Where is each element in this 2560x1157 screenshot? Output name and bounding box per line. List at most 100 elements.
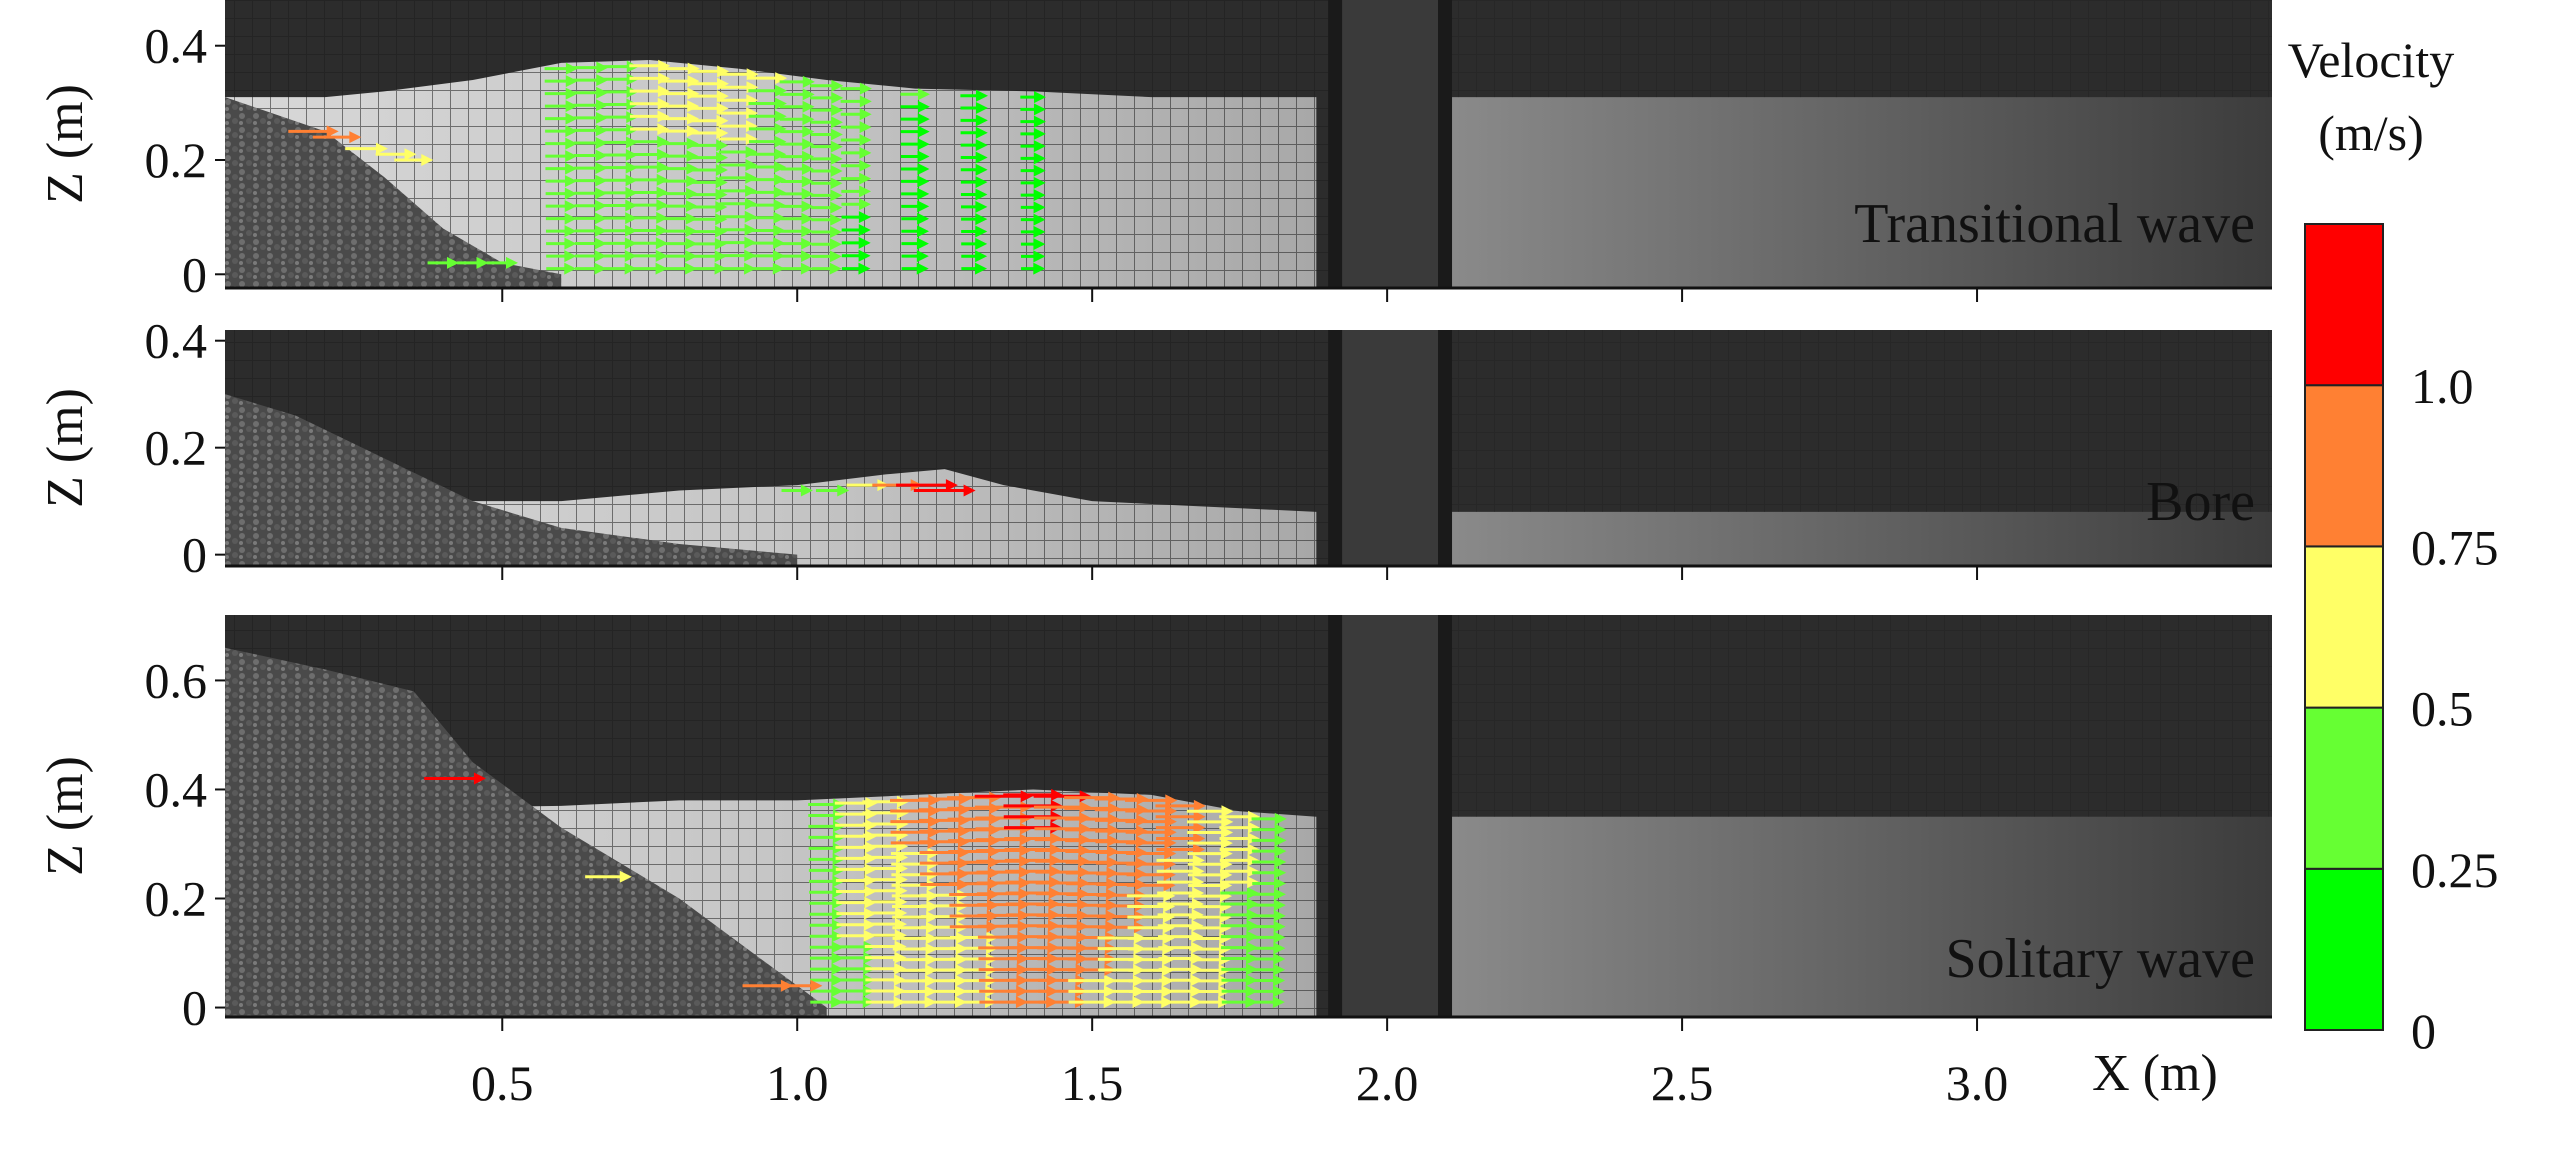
velocity-arrowhead <box>564 187 577 200</box>
velocity-arrowhead <box>421 154 434 166</box>
velocity-arrowhead <box>744 262 757 275</box>
velocity-arrowhead <box>895 884 908 897</box>
velocity-arrowhead <box>1221 805 1234 818</box>
velocity-arrowhead <box>975 126 988 139</box>
velocity-arrowhead <box>595 136 608 149</box>
velocity-arrowhead <box>859 159 872 172</box>
velocity-arrowhead <box>1273 909 1286 922</box>
velocity-arrowhead <box>1033 115 1046 128</box>
velocity-arrowhead <box>895 873 908 886</box>
velocity-arrowhead <box>594 250 607 263</box>
velocity-arrowhead <box>595 124 608 137</box>
velocity-arrowhead <box>715 176 728 189</box>
velocity-arrowhead <box>1193 832 1206 845</box>
velocity-arrowhead <box>802 125 815 138</box>
velocity-arrowhead <box>745 133 758 146</box>
velocity-arrowhead <box>830 140 843 153</box>
velocity-arrowhead <box>916 262 929 275</box>
y-axis: 0 0.2 0.4 Z (m) <box>37 18 225 302</box>
velocity-arrowhead <box>830 152 843 165</box>
velocity-arrowhead <box>1193 810 1206 823</box>
gravel-bed <box>225 647 827 1017</box>
velocity-arrowhead <box>975 89 988 102</box>
velocity-arrowhead <box>745 184 758 197</box>
y-tick-label: 0.4 <box>145 313 208 369</box>
velocity-arrowhead <box>1274 866 1287 879</box>
y-tick-label: 0 <box>182 980 207 1036</box>
velocity-arrowhead <box>1246 919 1259 932</box>
velocity-arrowhead <box>1272 996 1285 1009</box>
velocity-arrowhead <box>1274 823 1287 836</box>
velocity-arrowhead <box>831 104 844 117</box>
velocity-arrowhead <box>917 212 930 225</box>
velocity-arrowhead <box>917 175 930 188</box>
velocity-arrowhead <box>859 172 872 185</box>
panel-label: Transitional wave <box>1854 193 2255 255</box>
velocity-arrowhead <box>595 99 608 112</box>
velocity-arrowhead <box>1220 837 1233 850</box>
velocity-arrowhead <box>945 479 958 492</box>
velocity-arrowhead <box>830 213 843 226</box>
velocity-arrowhead <box>565 137 578 150</box>
velocity-arrowhead <box>801 163 814 176</box>
panel-2: Bore 0 0.2 0.4 Z (m) <box>37 313 2272 583</box>
velocity-arrowhead <box>1221 815 1234 828</box>
velocity-arrowhead <box>1033 152 1046 165</box>
velocity-colorbar: Velocity (m/s) 1.0 0.75 0.5 0.25 0 <box>2288 32 2499 1059</box>
y-axis: 0 0.2 0.4 Z (m) <box>37 313 225 583</box>
velocity-arrowhead <box>624 262 637 275</box>
velocity-arrowhead <box>1165 804 1178 817</box>
velocity-arrowhead <box>715 213 728 226</box>
velocity-arrowhead <box>715 164 728 176</box>
velocity-arrowhead <box>1034 91 1047 104</box>
x-tick-label: 2.0 <box>1356 1055 1419 1111</box>
velocity-arrowhead <box>1245 963 1258 976</box>
velocity-arrowhead <box>1273 952 1286 965</box>
velocity-arrowhead <box>745 171 758 184</box>
velocity-arrowhead <box>564 200 577 213</box>
velocity-arrowhead <box>975 151 988 164</box>
far-water <box>1452 97 2272 289</box>
velocity-arrowhead <box>831 91 844 104</box>
velocity-arrowhead <box>744 249 757 262</box>
velocity-arrowhead <box>859 121 872 134</box>
colorbar-tick-label: 0 <box>2411 1003 2436 1059</box>
velocity-arrowhead <box>802 75 815 88</box>
velocity-arrowhead <box>1247 854 1260 867</box>
velocity-arrowhead <box>1274 845 1287 858</box>
velocity-arrowhead <box>1274 855 1287 868</box>
velocity-arrowhead <box>1033 176 1046 189</box>
velocity-arrowhead <box>715 200 728 213</box>
velocity-arrowhead <box>829 262 842 275</box>
y-axis-label: Z (m) <box>37 756 94 876</box>
velocity-arrowhead <box>975 225 988 238</box>
velocity-arrowhead <box>564 212 577 225</box>
velocity-arrowhead <box>773 249 786 262</box>
colorbar-tick-label: 0.75 <box>2411 519 2499 575</box>
velocity-arrowhead <box>625 212 638 225</box>
x-tick-label: 2.5 <box>1651 1055 1714 1111</box>
velocity-arrowhead <box>773 237 786 250</box>
velocity-arrowhead <box>595 149 608 162</box>
y-tick-label: 0.2 <box>145 420 208 476</box>
velocity-arrowhead <box>859 185 872 198</box>
tank-divider <box>1342 330 1439 566</box>
velocity-arrowhead <box>1033 103 1046 116</box>
velocity-arrowhead <box>975 163 988 176</box>
y-tick-label: 0 <box>182 246 207 302</box>
velocity-arrowhead <box>565 75 578 88</box>
x-tick-label: 1.0 <box>766 1055 829 1111</box>
velocity-arrowhead <box>917 125 930 138</box>
velocity-arrowhead <box>895 895 908 908</box>
velocity-arrowhead <box>831 985 844 998</box>
velocity-arrowhead <box>830 165 843 178</box>
mesh-grid <box>1452 330 2272 512</box>
velocity-arrowhead <box>564 175 577 188</box>
velocity-arrowhead <box>773 186 786 199</box>
velocity-arrowhead <box>716 127 729 140</box>
velocity-arrowhead <box>1033 225 1046 238</box>
velocity-arrowhead <box>859 95 872 108</box>
velocity-arrowhead <box>476 256 489 269</box>
velocity-arrowhead <box>917 113 930 126</box>
velocity-arrowhead <box>326 125 339 138</box>
